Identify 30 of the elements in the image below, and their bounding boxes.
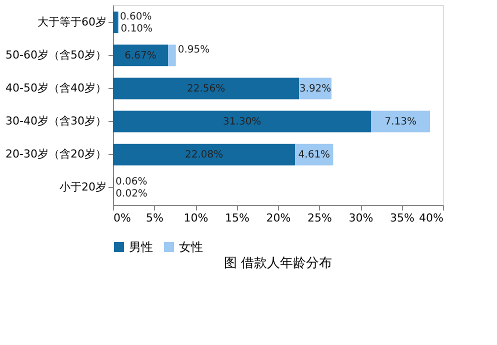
data-label: 0.10% xyxy=(120,23,153,34)
x-tick-label: 40% xyxy=(419,212,444,224)
x-tick-label: 0% xyxy=(114,212,131,224)
x-tick-label: 20% xyxy=(266,212,291,224)
x-tick-label: 30% xyxy=(348,212,374,224)
data-label: 31.30% xyxy=(223,116,262,128)
x-tick-label: 5% xyxy=(146,212,164,224)
y-tick-label: 40-50岁（含40岁） xyxy=(6,81,106,94)
data-label: 0.95% xyxy=(178,44,210,56)
data-label: 6.67% xyxy=(124,50,156,62)
legend-label: 男性 xyxy=(129,240,153,254)
y-tick-label: 20-30岁（含20岁） xyxy=(6,148,106,161)
x-tick-label: 35% xyxy=(390,212,414,224)
legend-label: 女性 xyxy=(179,240,203,254)
data-label: 0.02% xyxy=(116,188,148,200)
y-tick-label: 30-40岁（含30岁） xyxy=(6,114,106,128)
data-label: 0.06% xyxy=(115,176,148,188)
y-tick-label: 大于等于60岁 xyxy=(38,15,106,28)
data-label: 22.56% xyxy=(186,83,226,94)
y-tick-label: 50-60岁（含50岁） xyxy=(6,48,106,62)
data-label: 7.13% xyxy=(384,116,417,128)
y-tick-label: 小于20岁 xyxy=(60,180,106,194)
x-tick-label: 15% xyxy=(225,212,250,224)
data-label: 4.61% xyxy=(298,150,330,161)
data-label: 3.92% xyxy=(299,83,332,94)
data-label: 0.60% xyxy=(120,11,152,22)
data-label: 22.08% xyxy=(185,150,224,161)
x-tick-label: 10% xyxy=(184,212,208,224)
text: 图 借款人年龄分布 xyxy=(224,256,332,271)
x-tick-label: 25% xyxy=(308,212,332,224)
